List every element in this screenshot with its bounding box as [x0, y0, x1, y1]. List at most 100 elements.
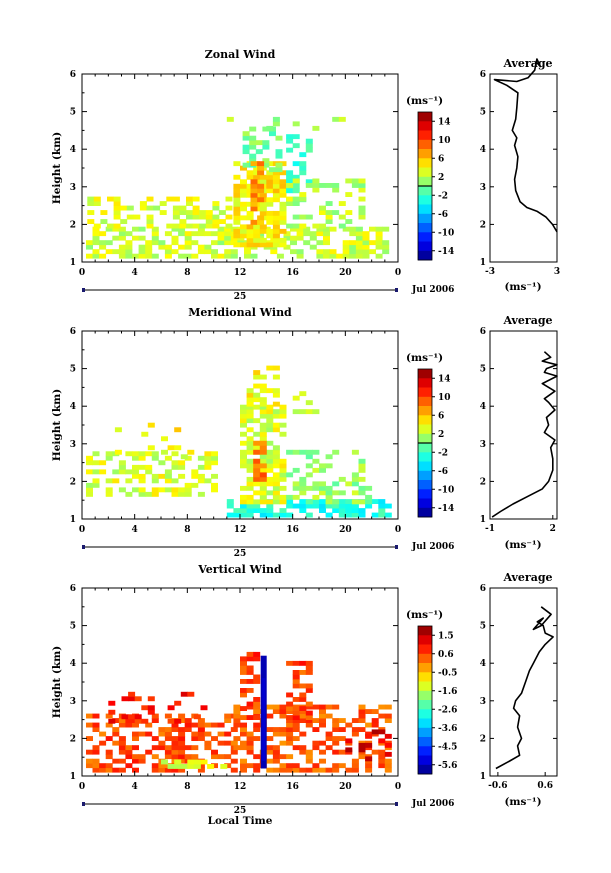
heatmap-cell [125, 491, 133, 497]
heatmap-cell [384, 503, 392, 509]
heatmap-cell [171, 749, 179, 755]
heatmap-cell [205, 223, 213, 229]
colorbar-swatch [418, 121, 432, 131]
heatmap-cell [303, 226, 311, 232]
heatmap-cell [218, 210, 226, 215]
heatmap-cell [184, 455, 192, 461]
heatmap-cell [299, 490, 307, 496]
heatmap-cell [253, 508, 261, 513]
heatmap-cell [164, 713, 172, 719]
heatmap-cell [358, 476, 366, 482]
heatmap-cell [358, 512, 366, 518]
heatmap-cell [312, 458, 320, 464]
heatmap-cell [266, 418, 274, 424]
heatmap-cell [382, 226, 390, 232]
heatmap-cell [272, 476, 280, 482]
heatmap-cell [253, 476, 261, 482]
profile-y-tick-label: 3 [480, 183, 486, 193]
heatmap-cell [240, 422, 247, 428]
colorbar-tick-label: 1.5 [438, 631, 454, 641]
heatmap-cell [325, 463, 333, 469]
heatmap-cell [378, 512, 386, 518]
heatmap-cell [279, 704, 287, 710]
heatmap-cell [211, 763, 218, 769]
heatmap-cell [249, 140, 257, 146]
heatmap-cell [355, 240, 363, 246]
heatmap-cell [92, 713, 100, 719]
heatmap-cell [113, 210, 121, 215]
heatmap-cell [286, 709, 294, 714]
heatmap-cell [292, 449, 300, 455]
heatmap-cell [332, 187, 340, 193]
heatmap-cell [266, 449, 274, 455]
heatmap-cell [259, 397, 267, 403]
heatmap-cell [253, 431, 261, 437]
heatmap-cell [349, 226, 357, 232]
heatmap-cell [197, 464, 205, 470]
heatmap-cell [345, 508, 353, 513]
heatmap-cell [316, 253, 324, 259]
heatmap-cell [257, 197, 265, 203]
heatmap-cell [151, 226, 159, 232]
heatmap-cell [272, 490, 280, 496]
heatmap-cell [246, 763, 254, 769]
heatmap-cell [114, 427, 122, 433]
heatmap-cell [164, 487, 172, 493]
heatmap-cell [272, 494, 280, 500]
heatmap-cell [151, 455, 159, 461]
heatmap-cell [257, 165, 265, 171]
heatmap-cell [332, 740, 340, 746]
heatmap-cell [240, 767, 247, 773]
heatmap-cell [200, 705, 208, 711]
heatmap-cell [272, 427, 280, 433]
heatmap-cell [305, 670, 313, 675]
heatmap-cell [145, 240, 153, 246]
heatmap-cell [272, 233, 280, 239]
heatmap-cell [240, 458, 247, 464]
heatmap-cell [253, 503, 261, 509]
heatmap-cell [184, 253, 192, 259]
heatmap-cell [138, 754, 146, 760]
heatmap-cell [132, 473, 139, 479]
heatmap-cell [323, 240, 330, 246]
colorbar-swatch [418, 232, 432, 242]
x-tick-label: 20 [339, 268, 352, 278]
heatmap-cell [178, 464, 186, 470]
x-tick-label: 12 [234, 525, 247, 535]
heatmap-cell [180, 691, 188, 697]
heatmap-cell [272, 704, 280, 710]
heatmap-cell [151, 767, 159, 773]
heatmap-cell [371, 749, 379, 755]
heatmap-cell [240, 454, 247, 460]
heatmap-cell [112, 727, 120, 732]
heatmap-cell [266, 233, 274, 239]
colorbar-swatch [418, 498, 432, 509]
heatmap-cell [272, 463, 280, 469]
heatmap-cell [358, 709, 366, 714]
heatmap-cell [286, 736, 294, 741]
heatmap-cell [349, 244, 357, 250]
heatmap-cell [358, 187, 366, 193]
heatmap-cell [240, 660, 247, 666]
heatmap-cell [290, 240, 297, 246]
heatmap-cell [332, 704, 340, 710]
heatmap-cell [266, 499, 274, 505]
heatmap-cell [262, 144, 270, 150]
heatmap-cell [217, 231, 225, 237]
heatmap-cell [244, 249, 251, 255]
heatmap-cell [259, 192, 267, 198]
heatmap-cell [86, 244, 93, 250]
x-tick-label: 0 [395, 268, 401, 278]
colorbar-tick-label: -0.5 [438, 668, 457, 678]
heatmap-cell [362, 244, 370, 250]
heatmap-cell [105, 226, 113, 232]
heatmap-cell [240, 431, 247, 437]
heatmap-cell [312, 409, 320, 415]
heatmap-cell [197, 491, 205, 497]
heatmap-cell [303, 240, 311, 246]
heatmap-cell [319, 210, 326, 215]
vertical-average-xlabel: (ms⁻¹) [504, 796, 541, 808]
heatmap-cell [259, 445, 267, 451]
heatmap-cell [246, 418, 254, 424]
